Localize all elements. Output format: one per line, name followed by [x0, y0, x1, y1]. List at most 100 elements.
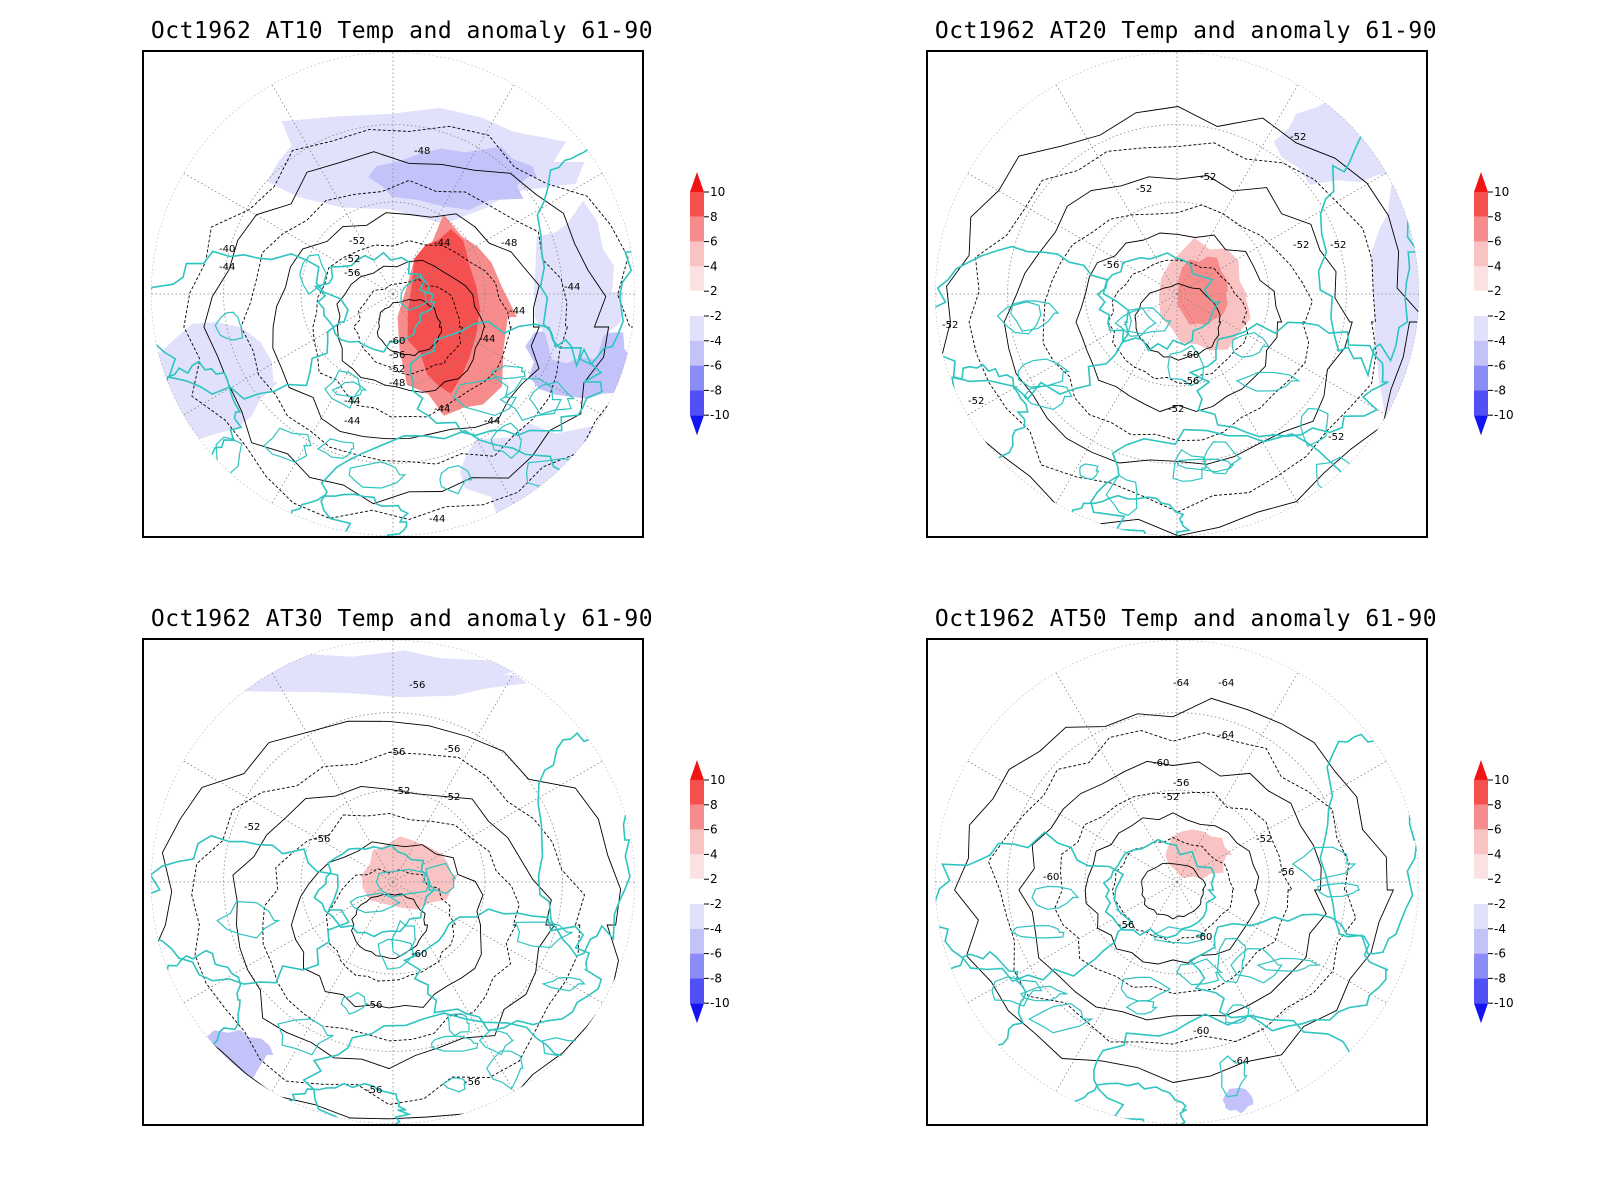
colorbar-scale: 10 8 6 4 2 -2 -4 -6 -8 -10 — [1473, 760, 1514, 1024]
colorbar-tick-label: 6 — [1494, 823, 1502, 837]
colorbar-arrow-bottom — [690, 1003, 704, 1024]
contour-label: -64 — [1218, 730, 1234, 741]
coastline — [935, 831, 1134, 983]
contour-label: -56 — [344, 268, 360, 279]
temperature-contour — [1141, 862, 1207, 920]
colorbar-tick-label: -8 — [710, 971, 722, 985]
colorbar-segment — [690, 316, 704, 341]
colorbar-tick-label: 8 — [710, 798, 718, 812]
panel-title: Oct1962 AT30 Temp and anomaly 61-90 — [150, 606, 654, 632]
panel-title: Oct1962 AT10 Temp and anomaly 61-90 — [150, 18, 654, 44]
contour-label: -64 — [1218, 678, 1234, 689]
temperature-contour — [968, 142, 1377, 513]
colorbar-tick-label: 2 — [710, 872, 718, 886]
contour-label: -56 — [464, 1077, 480, 1088]
contour-label: -56 — [1183, 376, 1199, 387]
border-line — [430, 1035, 479, 1052]
temperature-contour — [1084, 812, 1260, 965]
temperature-contour — [1054, 791, 1293, 995]
contour-label: -56 — [1173, 778, 1189, 789]
map-content: -64 -64 -64 -60 -56 -52 -52 -56 -60 -56 -60 -60 -64 — [935, 640, 1419, 1124]
meridian-line — [271, 672, 394, 883]
temperature-contour — [1042, 204, 1313, 442]
temperature-contour — [1075, 232, 1283, 413]
warm-anomaly-area — [407, 228, 481, 394]
contour-label: -56 — [366, 1000, 382, 1011]
contour-label: -40 — [219, 244, 235, 255]
meridian-line — [1176, 293, 1387, 416]
border-line — [215, 436, 243, 480]
border-line — [1114, 307, 1158, 337]
temperature-contour — [376, 299, 442, 357]
colorbar-tick-label: -10 — [1494, 408, 1514, 422]
colorbar: 10 8 6 4 2 -2 -4 -6 -8 -10 — [1472, 170, 1542, 470]
contour-label: -52 — [1290, 132, 1306, 143]
border-line — [996, 301, 1042, 335]
meridian-line — [1055, 84, 1178, 295]
colorbar-tick-label: 4 — [710, 847, 718, 861]
colorbar-tick-label: 8 — [1494, 210, 1502, 224]
meridian-line — [183, 881, 394, 1004]
colorbar-segment — [1474, 953, 1488, 979]
coastline — [151, 250, 349, 400]
border-line — [324, 370, 362, 409]
colorbar-segment — [1474, 804, 1488, 830]
meridian-line — [1055, 881, 1178, 1092]
contour-label: -60 — [1183, 350, 1199, 361]
contour-label: -52 — [349, 236, 365, 247]
contour-label: -60 — [411, 949, 427, 960]
temperature-contour — [203, 151, 610, 505]
colorbar-arrow-bottom — [1474, 1003, 1488, 1024]
border-line — [1105, 474, 1138, 517]
colorbar-segment — [1474, 904, 1488, 929]
meridian-line — [392, 84, 515, 295]
colorbar-tick-label: 4 — [1494, 847, 1502, 861]
meridian-line — [183, 293, 394, 416]
contour-label: -56 — [1278, 867, 1294, 878]
contour-label: -52 — [942, 320, 958, 331]
contour-label: -56 — [444, 744, 460, 755]
latitude-circle — [1084, 789, 1270, 975]
colorbar-tick-label: -4 — [710, 922, 722, 936]
colorbar-arrow-top — [1474, 172, 1488, 192]
border-line — [277, 1018, 334, 1056]
meridian-line — [392, 293, 603, 416]
coastline — [939, 363, 1029, 463]
colorbar-segment — [690, 340, 704, 366]
meridian-line — [392, 172, 603, 295]
border-line — [340, 991, 369, 1015]
contour-label: -52 — [1163, 792, 1179, 803]
meridian-line — [1176, 881, 1299, 1092]
border-line — [1203, 441, 1243, 475]
colorbar-tick-label: 6 — [710, 235, 718, 249]
border-line — [1299, 407, 1329, 447]
border-line — [541, 976, 586, 992]
temperature-contour — [191, 751, 586, 1106]
coastline — [313, 844, 437, 938]
colorbar-arrow-top — [1474, 760, 1488, 780]
colorbar-segment — [690, 390, 704, 416]
map-frame: -52 -52 -52 -52 -56 -52 -60 -56 -52 -52 -52 -52 — [926, 50, 1428, 538]
coastline — [313, 251, 436, 353]
colorbar-tick-label: -8 — [1494, 383, 1506, 397]
colorbar-tick-label: -10 — [710, 996, 730, 1010]
colorbar-tick-label: 10 — [1494, 773, 1509, 787]
border-line — [263, 427, 312, 463]
colorbar-segment — [690, 216, 704, 242]
colorbar-tick-label: 8 — [710, 210, 718, 224]
border-line — [991, 976, 1043, 1007]
colorbar-segment — [1473, 878, 1489, 905]
border-line — [1176, 958, 1224, 986]
colorbar-tick-label: -10 — [1494, 996, 1514, 1010]
coastline — [1102, 838, 1217, 939]
cold-anomaly-area — [459, 423, 632, 522]
border-line — [1176, 458, 1235, 473]
border-line — [478, 1028, 515, 1056]
border-line — [1028, 1002, 1094, 1034]
colorbar-tick-label: 6 — [1494, 235, 1502, 249]
colorbar-tick-label: -10 — [710, 408, 730, 422]
border-line — [1231, 331, 1270, 358]
cold-anomaly-area — [151, 322, 279, 442]
colorbar-segment — [1474, 780, 1488, 805]
colorbar-segment — [690, 780, 704, 805]
